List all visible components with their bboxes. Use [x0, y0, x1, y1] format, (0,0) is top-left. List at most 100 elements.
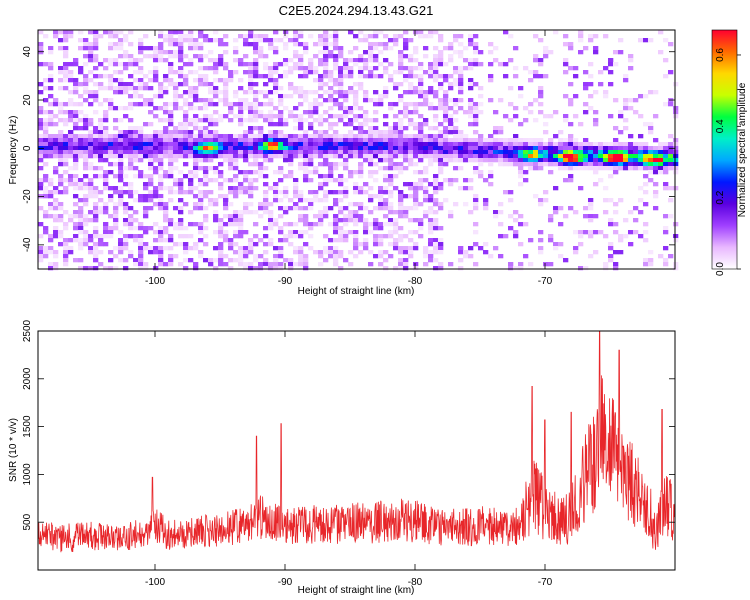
- heatmap-cell: [518, 266, 524, 271]
- heatmap-cell: [408, 118, 414, 123]
- heatmap-cell: [168, 166, 174, 171]
- heatmap-cell: [563, 34, 569, 39]
- heatmap-cell: [593, 146, 599, 151]
- heatmap-cell: [198, 58, 204, 63]
- heatmap-cell: [408, 154, 414, 159]
- heatmap-cell: [553, 110, 559, 115]
- heatmap-cell: [383, 202, 389, 207]
- heatmap-cell: [458, 106, 464, 111]
- heatmap-cell: [133, 238, 139, 243]
- heatmap-cell: [418, 122, 424, 127]
- heatmap-cell: [383, 258, 389, 263]
- heatmap-cell: [258, 142, 264, 147]
- heatmap-cell: [473, 202, 479, 207]
- heatmap-cell: [78, 214, 84, 219]
- heatmap-cell: [458, 66, 464, 71]
- heatmap-cell: [158, 158, 164, 163]
- heatmap-cell: [408, 90, 414, 95]
- heatmap-cell: [493, 246, 499, 251]
- heatmap-cell: [448, 114, 454, 119]
- colorbar-label: Normalized spectral amplitude: [737, 82, 748, 217]
- heatmap-cell: [403, 154, 409, 159]
- heatmap-cell: [298, 114, 304, 119]
- heatmap-cell: [168, 238, 174, 243]
- heatmap-cell: [348, 74, 354, 79]
- heatmap-cell: [398, 250, 404, 255]
- heatmap-cell: [373, 134, 379, 139]
- heatmap-cell: [443, 162, 449, 167]
- heatmap-cell: [473, 206, 479, 211]
- heatmap-cell: [308, 126, 314, 131]
- heatmap-cell: [153, 266, 159, 271]
- heatmap-cell: [48, 250, 54, 255]
- heatmap-cell: [218, 186, 224, 191]
- heatmap-cell: [613, 262, 619, 267]
- heatmap-cell: [203, 194, 209, 199]
- heatmap-cell: [428, 102, 434, 107]
- heatmap-cell: [583, 214, 589, 219]
- heatmap-cell: [433, 58, 439, 63]
- heatmap-cell: [218, 134, 224, 139]
- heatmap-cell: [278, 246, 284, 251]
- heatmap-cell: [48, 146, 54, 151]
- heatmap-cell: [608, 242, 614, 247]
- heatmap-cell: [423, 190, 429, 195]
- heatmap-cell: [508, 118, 514, 123]
- heatmap-cell: [463, 138, 469, 143]
- heatmap-cell: [298, 234, 304, 239]
- heatmap-y-tick-label: -40: [22, 237, 33, 252]
- heatmap-cell: [468, 82, 474, 87]
- heatmap-cell: [328, 150, 334, 155]
- heatmap-cell: [623, 218, 629, 223]
- heatmap-cell: [368, 262, 374, 267]
- heatmap-cell: [383, 42, 389, 47]
- heatmap-cell: [233, 158, 239, 163]
- heatmap-cell: [83, 202, 89, 207]
- heatmap-cell: [643, 150, 649, 155]
- heatmap-cell: [328, 126, 334, 131]
- heatmap-cell: [418, 202, 424, 207]
- heatmap-cell: [133, 210, 139, 215]
- heatmap-cell: [58, 66, 64, 71]
- heatmap-cell: [68, 146, 74, 151]
- heatmap-cell: [118, 258, 124, 263]
- heatmap-cell: [248, 162, 254, 167]
- heatmap-cell: [198, 34, 204, 39]
- heatmap-cell: [308, 110, 314, 115]
- heatmap-cell: [128, 94, 134, 99]
- heatmap-cell: [518, 222, 524, 227]
- heatmap-cell: [203, 98, 209, 103]
- heatmap-cells: [38, 30, 679, 271]
- heatmap-cell: [533, 154, 539, 159]
- heatmap-cell: [563, 62, 569, 67]
- heatmap-cell: [583, 146, 589, 151]
- heatmap-cell: [323, 82, 329, 87]
- heatmap-cell: [368, 98, 374, 103]
- heatmap-cell: [523, 138, 529, 143]
- heatmap-cell: [68, 142, 74, 147]
- heatmap-cell: [178, 218, 184, 223]
- heatmap-cell: [248, 30, 254, 35]
- heatmap-cell: [243, 178, 249, 183]
- heatmap-cell: [478, 134, 484, 139]
- heatmap-cell: [368, 66, 374, 71]
- heatmap-cell: [198, 194, 204, 199]
- heatmap-cell: [93, 38, 99, 43]
- heatmap-cell: [433, 218, 439, 223]
- heatmap-cell: [203, 218, 209, 223]
- heatmap-cell: [603, 154, 609, 159]
- heatmap-cell: [258, 34, 264, 39]
- heatmap-cell: [123, 130, 129, 135]
- heatmap-cell: [153, 150, 159, 155]
- heatmap-cell: [463, 142, 469, 147]
- heatmap-cell: [458, 50, 464, 55]
- heatmap-cell: [253, 242, 259, 247]
- heatmap-cell: [278, 190, 284, 195]
- heatmap-cell: [638, 210, 644, 215]
- heatmap-cell: [353, 214, 359, 219]
- heatmap-cell: [248, 34, 254, 39]
- heatmap-cell: [88, 90, 94, 95]
- heatmap-cell: [203, 66, 209, 71]
- heatmap-cell: [123, 234, 129, 239]
- heatmap-cell: [343, 114, 349, 119]
